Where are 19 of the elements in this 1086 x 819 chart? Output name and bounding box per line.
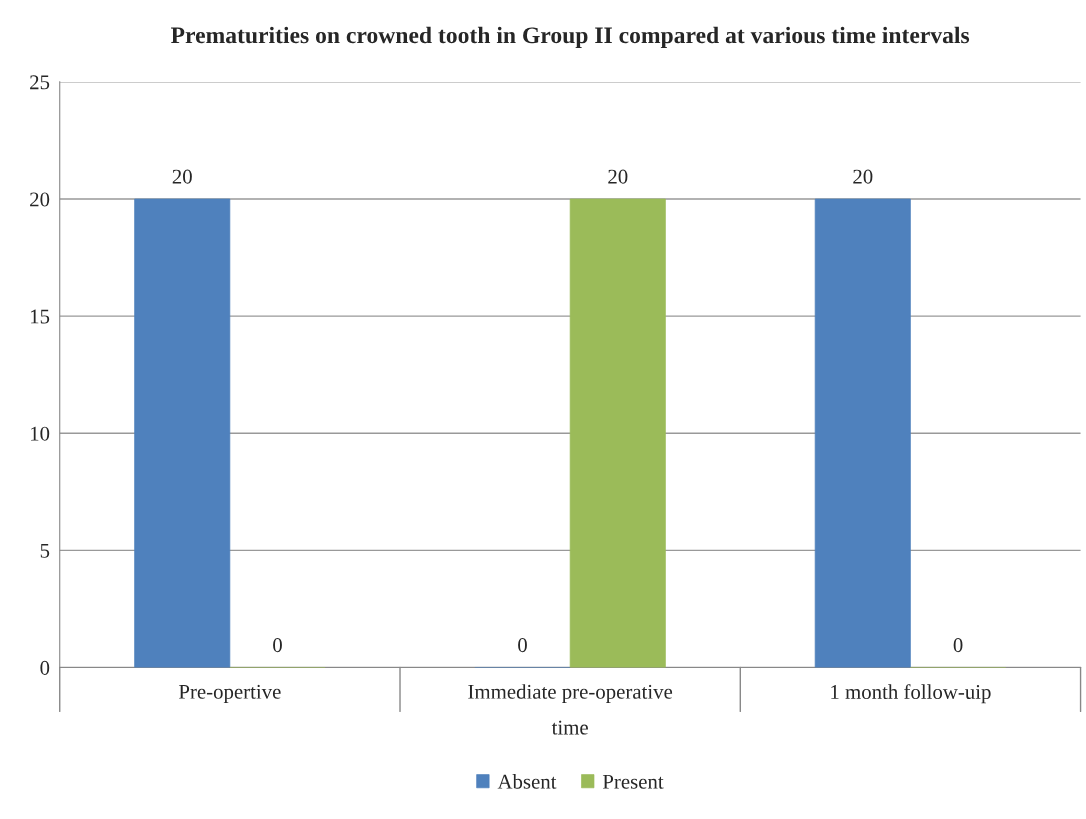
x-tick-label: Pre-opertive bbox=[178, 684, 281, 704]
data-label: 0 bbox=[518, 638, 527, 653]
data-label: 0 bbox=[273, 638, 282, 653]
x-tick-label: 1 month follow-uip bbox=[831, 684, 991, 704]
data-label: 20 bbox=[608, 169, 628, 184]
data-label: 0 bbox=[953, 638, 963, 653]
y-tick-label: 0 bbox=[40, 660, 50, 675]
x-axis-title: time bbox=[551, 720, 588, 735]
y-tick-label: 5 bbox=[40, 543, 50, 558]
y-tick-label: 15 bbox=[31, 309, 50, 324]
y-tick-label: 10 bbox=[31, 426, 50, 441]
y-tick-label: 25 bbox=[30, 75, 50, 90]
y-tick-label: 20 bbox=[30, 192, 50, 207]
data-label: 20 bbox=[172, 169, 192, 184]
legend-label: Absent bbox=[497, 774, 557, 789]
chart-title: Prematurities on crowned tooth in Group II compared at various time intervals bbox=[171, 26, 970, 49]
legend-label: Present bbox=[602, 774, 664, 789]
x-tick-label: Immediate pre-operative bbox=[468, 684, 673, 704]
data-label: 20 bbox=[853, 169, 873, 184]
